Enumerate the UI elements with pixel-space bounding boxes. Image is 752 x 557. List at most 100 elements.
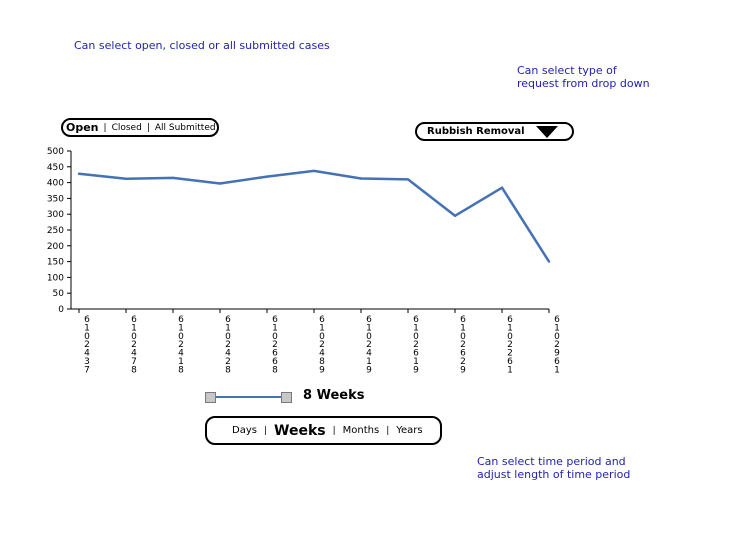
x-tick-label-char: 1 [319, 323, 325, 333]
x-tick-label-char: 1 [507, 323, 513, 333]
time-period-selector: Days | Weeks | Months | Years [205, 416, 442, 445]
x-tick-label-char: 1 [507, 365, 513, 375]
period-days[interactable]: Days [232, 425, 257, 436]
case-status-filter: Open | Closed | All Submitted [61, 118, 219, 137]
data-point [359, 177, 363, 180]
x-tick-label-char: 8 [178, 365, 184, 375]
request-type-note: Can select type of request from drop dow… [517, 64, 650, 90]
data-point [406, 178, 410, 181]
x-tick-label-char: 9 [460, 365, 466, 375]
x-tick-label-char: 6 [366, 315, 372, 325]
data-point [453, 214, 457, 217]
dropdown-arrow-icon[interactable] [536, 125, 558, 138]
x-tick-label-char: 0 [225, 332, 231, 342]
y-tick-label: 50 [53, 289, 65, 299]
x-tick-label-char: 1 [460, 323, 466, 333]
x-tick-label-char: 6 [131, 315, 137, 325]
x-tick-label-char: 6 [413, 315, 419, 325]
x-tick-label-char: 2 [84, 340, 90, 350]
slider-value-label: 8 Weeks [303, 388, 365, 403]
data-point [547, 260, 551, 263]
x-tick-label-char: 9 [319, 365, 325, 375]
x-tick-label-char: 6 [507, 315, 513, 325]
y-tick-label: 100 [47, 273, 64, 283]
filter-open[interactable]: Open [66, 121, 99, 134]
time-period-note-line-2: adjust length of time period [477, 468, 631, 481]
period-separator: | [263, 425, 268, 436]
x-tick-label-char: 2 [225, 340, 231, 350]
y-axis: 0 50 100 150 200 250 300 350 400 450 500 [47, 147, 72, 315]
period-separator: | [386, 425, 390, 436]
data-point [312, 169, 316, 173]
x-tick-label-char: 6 [507, 357, 513, 367]
period-weeks[interactable]: Weeks [274, 422, 326, 439]
data-point [265, 175, 269, 178]
x-tick-label-char: 6 [554, 315, 560, 325]
data-point [500, 186, 504, 189]
x-tick-label-char: 0 [84, 332, 90, 342]
x-tick-label-char: 1 [178, 357, 184, 367]
x-tick-label-char: 6 [272, 357, 278, 367]
data-point [124, 177, 128, 181]
period-separator: | [332, 425, 336, 436]
time-period-note: Can select time period and adjust length… [477, 455, 630, 481]
x-tick-label-char: 2 [319, 340, 325, 350]
filter-all-submitted[interactable]: All Submitted [154, 122, 216, 133]
x-tick-label-char: 1 [554, 323, 560, 333]
x-tick-label-char: 8 [225, 365, 231, 375]
x-tick-label-char: 6 [272, 315, 278, 325]
x-tick-label-char: 1 [554, 365, 560, 375]
slider-track[interactable] [211, 396, 289, 398]
request-type-dropdown[interactable]: Rubbish Removal [415, 122, 574, 141]
x-tick-label-char: 1 [225, 323, 231, 333]
y-tick-label: 300 [47, 210, 64, 220]
x-tick-label-char: 0 [507, 332, 513, 342]
filter-closed[interactable]: Closed [111, 122, 142, 133]
x-tick-label-char: 0 [131, 332, 137, 342]
time-period-note-line-1: Can select time period and [477, 455, 626, 468]
data-point [77, 172, 81, 175]
x-tick-label-char: 4 [319, 349, 325, 359]
x-tick-label-char: 6 [319, 315, 325, 325]
case-filter-note: Can select open, closed or all submitted… [74, 39, 330, 52]
x-tick-label-char: 4 [84, 349, 90, 359]
x-tick-label-char: 6 [178, 315, 184, 325]
x-tick-label-char: 2 [225, 357, 231, 367]
x-tick-label-char: 4 [366, 349, 372, 359]
slider-start-handle[interactable] [205, 392, 216, 403]
x-tick-label-char: 1 [366, 357, 372, 367]
y-tick-label: 250 [47, 226, 64, 236]
x-tick-label-char: 2 [507, 340, 513, 350]
data-point [218, 182, 222, 185]
x-tick-label-char: 6 [413, 349, 419, 359]
x-tick-label-char: 2 [366, 340, 372, 350]
period-months[interactable]: Months [342, 425, 380, 436]
x-tick-label-char: 4 [225, 349, 231, 359]
period-years[interactable]: Years [396, 425, 423, 436]
y-tick-label: 150 [47, 258, 64, 268]
time-length-slider[interactable] [205, 390, 293, 404]
x-tick-label-char: 0 [460, 332, 466, 342]
x-tick-label-char: 0 [366, 332, 372, 342]
y-tick-label: 0 [58, 305, 64, 315]
x-tick-label-char: 1 [84, 323, 90, 333]
slider-end-handle[interactable] [281, 392, 292, 403]
y-tick-label: 200 [47, 242, 64, 252]
series-layer [77, 169, 551, 263]
x-tick-label-char: 0 [554, 332, 560, 342]
series-line [78, 169, 551, 263]
x-tick-label-char: 2 [178, 340, 184, 350]
x-tick-label-char: 8 [131, 365, 137, 375]
x-tick-label-char: 9 [554, 349, 560, 359]
x-tick-label-char: 6 [225, 315, 231, 325]
x-tick-label-char: 9 [366, 365, 372, 375]
